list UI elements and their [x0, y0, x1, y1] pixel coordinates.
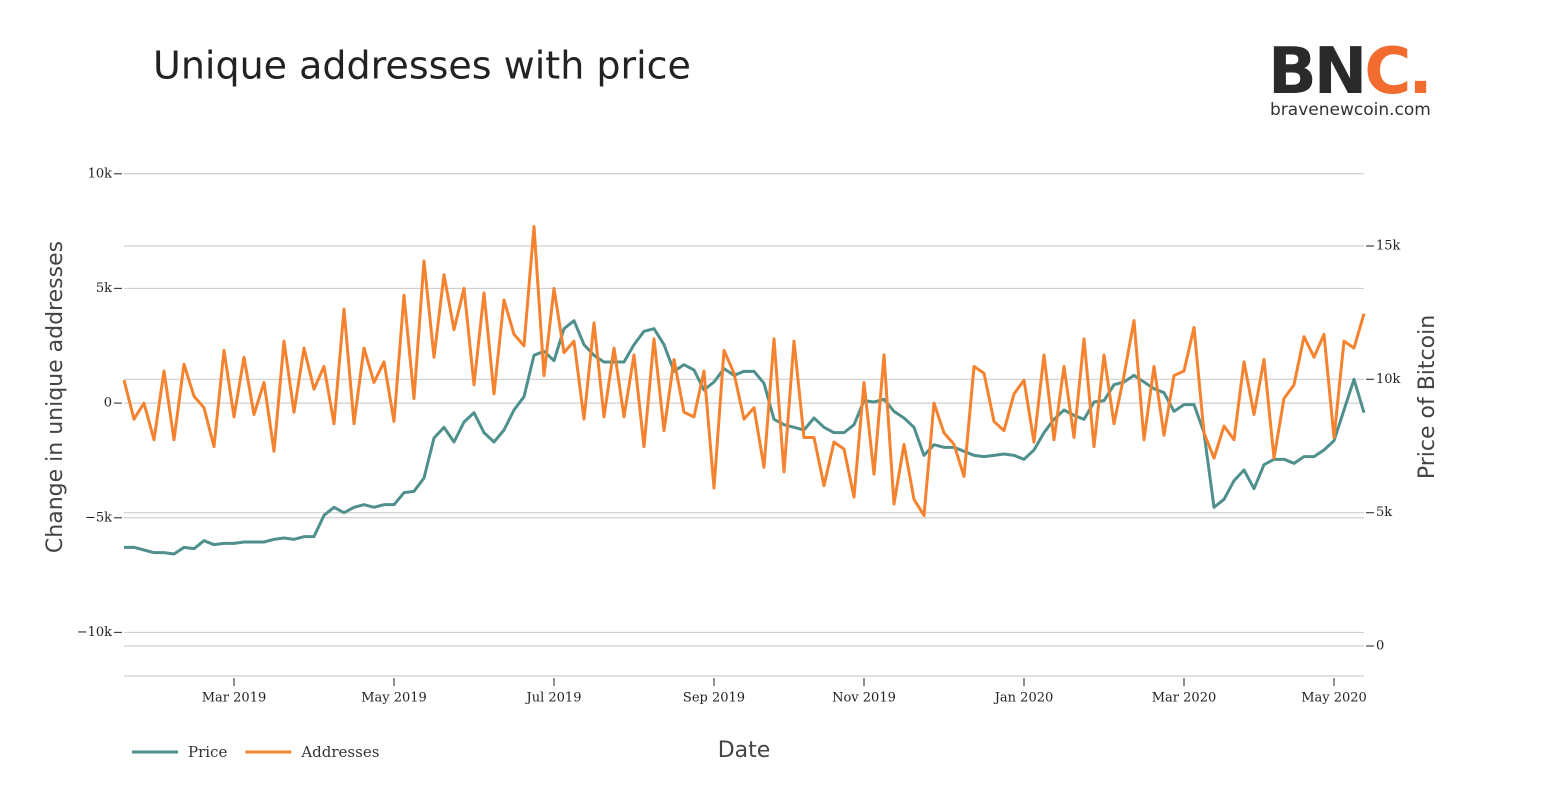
y-tick-label: 10k	[88, 166, 113, 181]
x-tick-label: Sep 2019	[683, 691, 745, 706]
y-tick-label: −10k	[77, 625, 112, 640]
y2-axis-label: Price of Bitcoin	[1415, 315, 1440, 479]
y2-tick-label: 10k	[1376, 372, 1401, 387]
x-tick-label: Mar 2020	[1152, 691, 1217, 706]
series-line	[122, 225, 1366, 517]
y2-tick-label: 15k	[1376, 239, 1401, 254]
logo-letters-accent: C.	[1364, 35, 1429, 109]
legend-label: Addresses	[300, 743, 379, 761]
x-tick-label: Nov 2019	[832, 691, 896, 706]
logo-letters-dark: BN	[1268, 35, 1364, 109]
legend-label: Price	[188, 743, 227, 761]
legend: Price Addresses	[132, 743, 379, 761]
y-tick-label: −5k	[85, 510, 112, 525]
x-axis-label: Date	[718, 738, 771, 763]
y-tick-label: 0	[104, 396, 112, 411]
y2-tick-label: 5k	[1376, 505, 1392, 520]
series-line	[124, 319, 1366, 556]
x-tick-label: May 2020	[1301, 691, 1367, 706]
x-tick-label: May 2019	[361, 691, 427, 706]
y-tick-label: 5k	[96, 281, 112, 296]
chart-title: Unique addresses with price	[153, 44, 691, 88]
logo-letters: BNC.	[1268, 35, 1430, 109]
x-tick-label: Mar 2019	[202, 691, 267, 706]
y2-tick-label: 0	[1376, 639, 1384, 654]
x-tick-label: Jul 2019	[525, 691, 582, 706]
logo-site: bravenewcoin.com	[1270, 100, 1431, 120]
logo: BNC. bravenewcoin.com	[1268, 35, 1433, 120]
x-tick-label: Jan 2020	[993, 691, 1054, 706]
y-axis-label: Change in unique addresses	[43, 241, 68, 553]
